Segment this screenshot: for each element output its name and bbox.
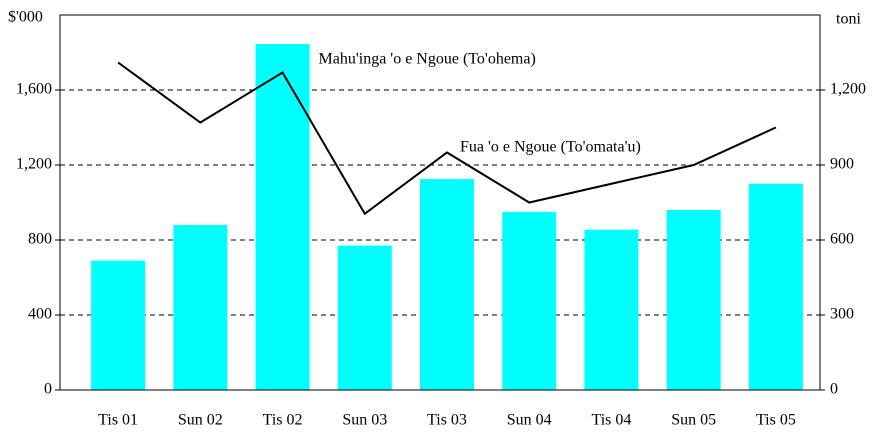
y-tick-label: 1,200 (16, 156, 52, 173)
bar (255, 44, 310, 390)
series-label: Mahu'inga 'o e Ngoue (To'ohema) (319, 51, 536, 68)
x-tick-label: Tis 05 (756, 412, 796, 429)
y2-tick-label: 300 (830, 306, 854, 323)
x-tick-label: Sun 02 (178, 412, 223, 429)
y-axis-label: $'000 (8, 9, 43, 26)
line (117, 61, 777, 216)
y-tick-label: 800 (28, 231, 52, 248)
bar (502, 211, 557, 390)
bar (666, 210, 721, 390)
y2-tick-label: 1,200 (830, 81, 866, 98)
y2-tick-label: 0 (830, 381, 838, 398)
y-tick-label: 0 (44, 381, 52, 398)
plot-frame (59, 14, 821, 391)
y2-tick-label: 900 (830, 156, 854, 173)
x-tick-label: Tis 03 (427, 412, 467, 429)
bar (173, 225, 228, 390)
x-tick-label: Sun 05 (671, 412, 716, 429)
x-tick-label: Sun 04 (507, 412, 552, 429)
x-tick-label: Tis 01 (98, 412, 138, 429)
series-label: Fua 'o e Ngoue (To'omata'u) (460, 139, 641, 156)
bar (584, 229, 639, 390)
x-tick-label: Tis 04 (591, 412, 631, 429)
bar (748, 183, 803, 390)
x-tick-label: Tis 02 (263, 412, 303, 429)
y2-tick-label: 600 (830, 231, 854, 248)
y-tick-label: 400 (28, 306, 52, 323)
bar (337, 245, 392, 390)
bar (91, 260, 146, 390)
y2-axis-label: toni (836, 11, 861, 28)
y-tick-label: 1,600 (16, 81, 52, 98)
x-tick-label: Sun 03 (342, 412, 387, 429)
bar (420, 179, 474, 390)
